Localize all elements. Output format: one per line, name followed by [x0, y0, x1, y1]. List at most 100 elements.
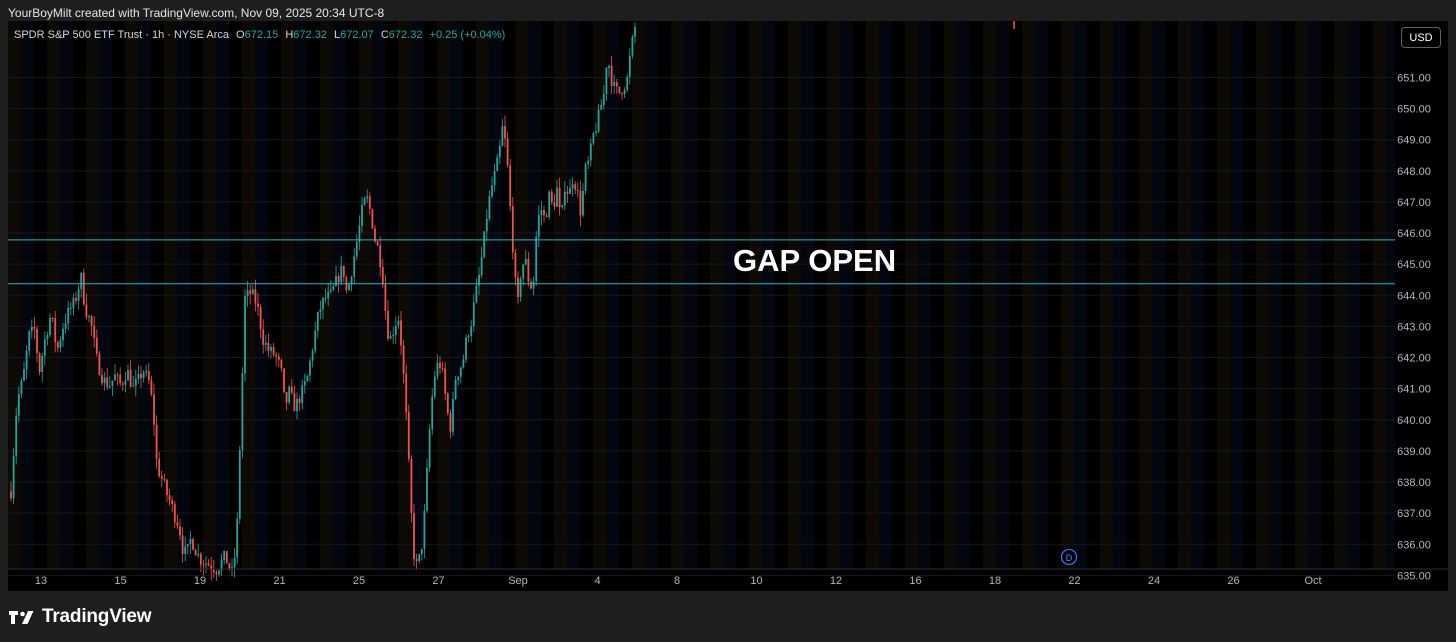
candle-body — [420, 548, 423, 555]
candle-body — [628, 55, 631, 77]
price-tick-label: 649.00 — [1397, 135, 1431, 147]
candle-body — [111, 380, 114, 387]
price-tick-label: 648.00 — [1397, 166, 1431, 178]
candle-body — [589, 143, 592, 161]
candle-body — [491, 185, 493, 197]
time-tick-label: 27 — [432, 575, 444, 587]
price-axis: 651.00 650.00 649.00 648.00 647.00 646.00 645.… — [1395, 21, 1448, 582]
low-label: L — [334, 29, 341, 41]
candle-body — [595, 131, 597, 134]
candle-body — [415, 559, 418, 561]
gap-open-annotation: GAP OPEN — [733, 243, 896, 278]
price-tick-label: 636.00 — [1397, 539, 1431, 551]
price-tick-label: 640.00 — [1397, 415, 1431, 427]
candle-body — [379, 245, 382, 268]
candle-body — [407, 412, 410, 459]
candle-body — [28, 331, 31, 351]
open-value: 672.15 — [244, 29, 279, 41]
price-tick-label: 637.00 — [1397, 508, 1431, 520]
candle-body — [608, 65, 610, 68]
candle-body — [621, 92, 623, 95]
close-label: C — [380, 29, 389, 41]
chart-panel[interactable]: 645.78644.37 651.00650.00649.00648.00647… — [8, 21, 1448, 591]
dividend-marker-icon[interactable]: D — [1060, 548, 1078, 566]
tradingview-logo-icon — [9, 611, 34, 624]
candle-body — [288, 386, 291, 403]
candle-body — [350, 276, 353, 285]
candle-body — [316, 312, 319, 331]
candle-body — [504, 126, 506, 139]
candle-body — [85, 304, 88, 318]
time-tick-label: 8 — [674, 575, 680, 587]
price-tick-label: 639.00 — [1397, 446, 1431, 458]
time-tick-label: 18 — [989, 575, 1001, 587]
candle-body — [43, 339, 46, 356]
candle-body — [119, 374, 122, 384]
candle-body — [205, 563, 207, 565]
candle-body — [597, 109, 600, 132]
candle-body — [121, 383, 124, 385]
time-tick-label: 15 — [114, 575, 126, 587]
candle-body — [314, 330, 317, 351]
candle-body — [153, 394, 155, 425]
candle-body — [23, 369, 25, 381]
candle-body — [150, 380, 153, 395]
candle-body — [90, 316, 93, 326]
candle-body — [166, 480, 168, 496]
candle-body — [433, 376, 436, 397]
time-tick-label: 16 — [909, 575, 921, 587]
candle-body — [563, 191, 566, 206]
candle-body — [485, 218, 488, 232]
candle-body — [197, 553, 200, 556]
candle-body — [467, 336, 470, 338]
candle-body — [509, 165, 512, 207]
price-tick-label: 645.00 — [1397, 259, 1431, 271]
candle-body — [374, 228, 376, 242]
price-chart[interactable]: 645.78644.37 651.00650.00649.00648.00647… — [8, 21, 1448, 591]
time-tick-label: 13 — [35, 575, 47, 587]
candle-body — [163, 478, 166, 481]
time-tick-label: Oct — [1304, 575, 1321, 587]
candle-body — [472, 302, 475, 327]
candle-body — [192, 538, 194, 550]
candle-body — [511, 206, 514, 253]
candle-body — [75, 297, 77, 301]
candle-body — [17, 393, 20, 416]
candle-body — [548, 191, 551, 217]
currency-button[interactable]: USD — [1401, 27, 1441, 48]
candle-body — [426, 467, 428, 511]
candle-body — [62, 328, 64, 341]
candle-body — [82, 272, 85, 305]
time-tick-label: Sep — [508, 575, 528, 587]
candle-body — [545, 215, 548, 217]
candle-body — [605, 67, 608, 94]
candle-body — [49, 317, 51, 336]
candle-body — [176, 522, 179, 527]
candle-body — [241, 373, 244, 451]
candle-body — [30, 326, 33, 332]
tradingview-logo[interactable]: TradingView — [9, 606, 152, 628]
candle-body — [179, 526, 181, 536]
candle-body — [140, 373, 142, 379]
candle-body — [368, 196, 371, 210]
candle-body — [626, 76, 629, 90]
open-label: O — [236, 29, 245, 41]
candle-body — [392, 334, 395, 336]
symbol-legend[interactable]: SPDR S&P 500 ETF Trust · 1h · NYSE Arca … — [14, 29, 505, 41]
candle-body — [64, 323, 67, 329]
change-value: +0.25 (+0.04%) — [429, 29, 506, 41]
candle-body — [561, 205, 564, 208]
candle-body — [173, 503, 176, 523]
candle-body — [225, 551, 228, 564]
time-tick-label: 22 — [1068, 575, 1080, 587]
candle-body — [77, 288, 80, 301]
candle-body — [457, 376, 460, 381]
candle-body — [493, 171, 496, 186]
candle-body — [405, 373, 408, 413]
candle-body — [363, 198, 366, 205]
price-axis-bg — [1395, 21, 1448, 569]
candle-body — [134, 378, 137, 386]
candle-body — [267, 342, 270, 351]
candle-body — [428, 429, 431, 468]
candle-body — [587, 160, 590, 164]
